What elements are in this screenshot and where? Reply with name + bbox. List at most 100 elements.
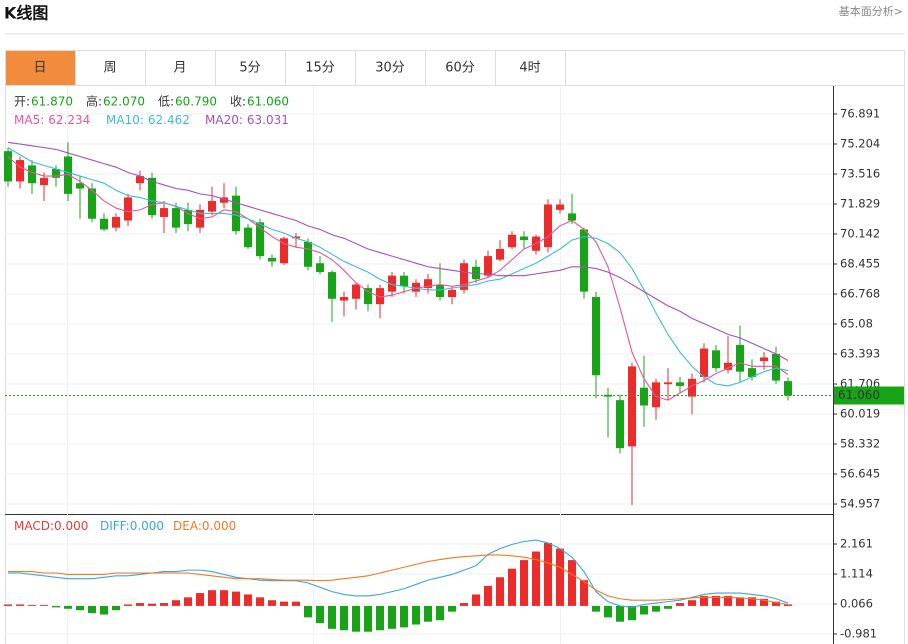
candle-body [400, 275, 408, 287]
last-price-label: 61.060 [838, 388, 880, 402]
tab[interactable]: 日 [5, 50, 76, 86]
macd-bar [376, 605, 384, 631]
y-tick-label: 58.332 [840, 437, 880, 451]
candle-body [208, 200, 216, 212]
y-tick-label: 56.645 [840, 467, 880, 481]
candle-body [28, 165, 36, 184]
macd-bar [772, 601, 780, 606]
macd-bar [616, 605, 624, 622]
y-tick-label: 1.114 [840, 567, 873, 581]
tab-label[interactable]: 15分 [305, 61, 335, 76]
macd-bar [100, 605, 108, 615]
macd-bar [508, 568, 516, 606]
y-tick-label: 54.957 [840, 497, 880, 511]
tab-bg[interactable] [355, 50, 426, 86]
candle-body [352, 284, 360, 299]
macd-bar [292, 601, 300, 606]
macd-bar [304, 605, 312, 618]
macd-bar [736, 597, 744, 606]
y-tick-label: -0.981 [840, 627, 877, 641]
macd-bar [40, 605, 48, 606]
tab[interactable]: 30分 [355, 50, 426, 86]
macd-bar [412, 605, 420, 625]
macd-bar [244, 594, 252, 606]
macd-bar [640, 605, 648, 615]
macd-bar [172, 600, 180, 606]
macd-bar [436, 605, 444, 621]
ma-legend-name: MA10: [106, 113, 144, 127]
macd-bar [520, 560, 528, 606]
macd-bar [4, 604, 12, 606]
stat-value: 60.790 [175, 95, 217, 109]
tab-bg[interactable] [75, 50, 146, 86]
macd-bar [556, 548, 564, 606]
tab-label[interactable]: 日 [33, 61, 46, 76]
candle-body [244, 227, 252, 248]
candle-body [724, 362, 732, 370]
last-price-box [834, 386, 904, 405]
stat-value: 61.870 [31, 95, 73, 109]
tab-bg[interactable] [285, 50, 356, 86]
candle-body [340, 296, 348, 301]
macd-bar [232, 591, 240, 606]
macd-bar [76, 605, 84, 611]
candle-body [316, 263, 324, 273]
candle-body [772, 353, 780, 381]
macd-bar [628, 605, 636, 621]
macd-bar [496, 577, 504, 606]
candle-body [100, 218, 108, 230]
candle-body [172, 208, 180, 228]
y-tick-label: 71.829 [840, 197, 880, 211]
tab-bg[interactable] [145, 50, 216, 86]
macd-bar [712, 595, 720, 606]
candle-body [280, 238, 288, 264]
candle-body [112, 216, 120, 228]
candle-body [64, 156, 72, 194]
tab-label[interactable]: 5分 [239, 61, 260, 76]
y-tick-label: 75.204 [840, 136, 880, 150]
tab-label[interactable]: 60分 [445, 61, 475, 76]
y-tick-label: 60.019 [840, 407, 880, 421]
tab[interactable]: 周 [75, 50, 146, 86]
tab[interactable]: 4时 [495, 50, 566, 86]
fundamental-link[interactable]: 基本面分析> [839, 4, 903, 18]
ma-legend-name: MA5: [14, 113, 44, 127]
macd-bar [652, 605, 660, 612]
candle-body [640, 387, 648, 406]
macd-bar [472, 594, 480, 606]
candle-body [616, 400, 624, 449]
macd-legend-value: 0.000 [202, 519, 236, 533]
tab-bg[interactable] [215, 50, 286, 86]
macd-bar [676, 603, 684, 606]
ma-line [7, 147, 789, 387]
candle-body [148, 177, 156, 216]
tab-bg[interactable] [495, 50, 566, 86]
tab[interactable]: 月 [145, 50, 216, 86]
tab-label[interactable]: 30分 [375, 61, 405, 76]
y-tick-label: 65.08 [840, 317, 873, 331]
tab[interactable]: 60分 [425, 50, 496, 86]
y-tick-label: 68.455 [840, 257, 880, 271]
tab-label[interactable]: 周 [103, 61, 116, 76]
tab-label[interactable]: 月 [173, 61, 186, 76]
candle-body [40, 177, 48, 185]
candle-body [652, 382, 660, 408]
macd-bar [364, 605, 372, 632]
candle-body [484, 256, 492, 276]
ma-legend-value: 62.462 [148, 113, 190, 127]
macd-bar [184, 597, 192, 606]
tab[interactable]: 5分 [215, 50, 286, 86]
candle-body [748, 368, 756, 378]
macd-legend: MACD:0.000 [14, 519, 88, 533]
macd-legend: DEA:0.000 [173, 519, 236, 533]
tab-label[interactable]: 4时 [519, 61, 540, 76]
macd-bar [256, 597, 264, 606]
tab[interactable]: 15分 [285, 50, 356, 86]
macd-bar [208, 590, 216, 606]
candle-body [760, 357, 768, 362]
tab-bg[interactable] [5, 50, 76, 86]
candle-body [688, 378, 696, 397]
candle-body [712, 350, 720, 369]
